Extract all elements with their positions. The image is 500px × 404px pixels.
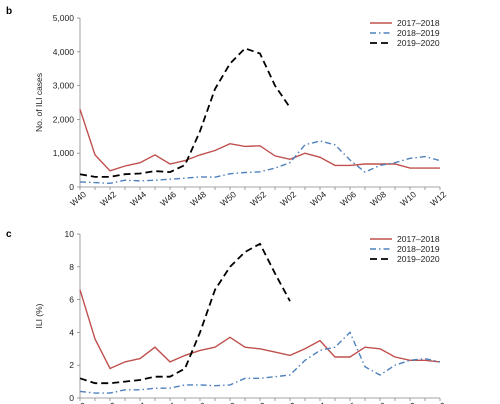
- panel-c: c 0 2 4 6 8 10 ILI (%) W40 W42 W44 W46 W48 W50 W52 W02 W…: [6, 229, 448, 404]
- y-tick-label: 8: [69, 262, 74, 272]
- x-tick-label: W04: [308, 189, 328, 208]
- x-tick-label: W46: [158, 189, 178, 208]
- y-tick-label: 10: [65, 229, 75, 239]
- legend-label: 2019–2020: [397, 38, 440, 48]
- y-tick-label: 0: [69, 182, 74, 192]
- series-line-1: [79, 289, 441, 370]
- series-line-2: [79, 331, 441, 394]
- x-tick-label: W50: [218, 189, 238, 208]
- series-line-1: [79, 109, 440, 172]
- legend-label: 2018–2019: [397, 28, 440, 38]
- legend-label: 2018–2019: [397, 244, 440, 254]
- x-tick-label: W40: [68, 400, 88, 404]
- x-tick-label: W12: [428, 400, 448, 404]
- x-tick-label: W02: [278, 189, 298, 208]
- x-tick-label: W10: [398, 189, 418, 208]
- x-tick-label: W42: [98, 400, 118, 404]
- panel-letter-b: b: [6, 6, 12, 17]
- x-tick-label: W08: [368, 400, 388, 404]
- x-tick-label: W44: [128, 400, 148, 404]
- series-line-3: [79, 242, 291, 385]
- y-tick-label: 0: [69, 393, 74, 403]
- y-tick-label: 3,000: [53, 81, 75, 91]
- series-line-2: [79, 140, 441, 185]
- y-tick-label: 2: [69, 360, 74, 370]
- y-tick-label: 6: [69, 295, 74, 305]
- legend-label: 2019–2020: [397, 254, 440, 264]
- x-tick-label: W48: [188, 189, 208, 208]
- y-tick-label: 1,000: [53, 148, 75, 158]
- x-tick-label: W50: [218, 400, 238, 404]
- legend-label: 2017–2018: [397, 234, 440, 244]
- series-line-3: [79, 47, 291, 178]
- x-tick-label: W02: [278, 400, 298, 404]
- panel-b: b 0 1,000 2,000 3,000 4,000 5,000 No. of ILI ca…: [6, 6, 448, 208]
- x-tick-label: W04: [308, 400, 328, 404]
- x-tick-label: W10: [398, 400, 418, 404]
- x-tick-label: W12: [428, 189, 448, 208]
- x-tick-label: W44: [128, 189, 148, 208]
- panel-letter-c: c: [6, 229, 12, 240]
- y-tick-label: 2,000: [53, 114, 75, 124]
- x-tick-label: W08: [368, 189, 388, 208]
- legend-label: 2017–2018: [397, 18, 440, 28]
- y-axis-label: ILI (%): [34, 303, 44, 328]
- y-axis-label: No. of ILI cases: [34, 73, 44, 132]
- x-tick-label: W06: [338, 189, 358, 208]
- y-tick-label: 5,000: [53, 13, 75, 23]
- x-tick-label: W48: [188, 400, 208, 404]
- x-tick-label: W06: [338, 400, 358, 404]
- y-tick-label: 4,000: [53, 47, 75, 57]
- x-tick-label: W46: [158, 400, 178, 404]
- x-tick-label: W42: [98, 189, 118, 208]
- x-tick-label: W52: [248, 400, 268, 404]
- y-tick-label: 4: [69, 327, 74, 337]
- x-tick-label: W52: [248, 189, 268, 208]
